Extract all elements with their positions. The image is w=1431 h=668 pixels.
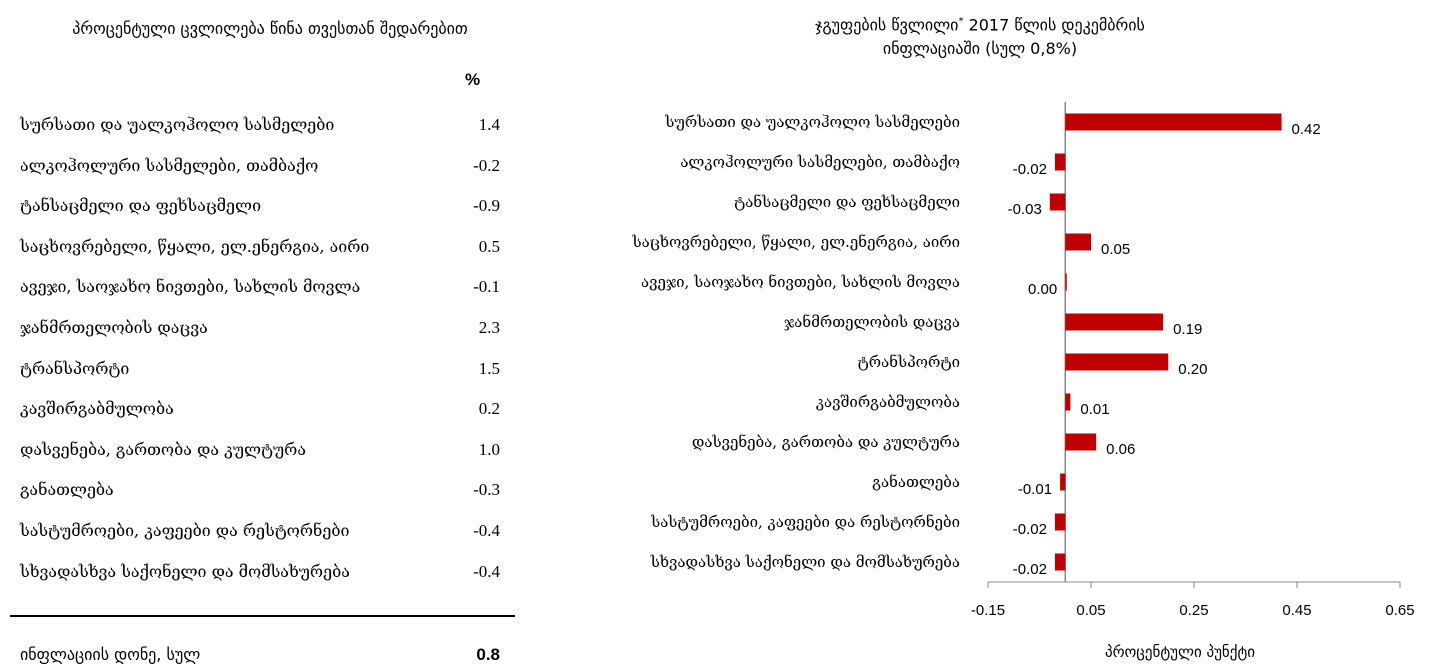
row-label: სასტუმროები, კაფეები და რესტორნები [20, 521, 350, 540]
bar [1065, 233, 1091, 251]
unit-label: % [465, 70, 481, 89]
x-tick-label: 0.25 [1179, 602, 1208, 619]
total-value: 0.8 [476, 645, 500, 664]
row-value: -0.9 [473, 196, 500, 216]
bar [1065, 353, 1169, 371]
row-label: დასვენება, გართობა და კულტურა [20, 439, 306, 459]
chart-title-line2: ინფლაციაში (სულ 0,8%) [882, 39, 1078, 59]
row-value: 0.5 [478, 236, 500, 256]
data-label: -0.02 [1013, 521, 1047, 538]
bar [1065, 273, 1067, 291]
data-label: -0.02 [1013, 161, 1047, 178]
row-label: ავეჯი, საოჯახო ნივთები, სახლის მოვლა [20, 277, 361, 297]
data-label: 0.05 [1101, 241, 1130, 258]
row-label: ალკოჰოლური სასმელები, თამბაქო [20, 155, 319, 175]
bar [1054, 153, 1066, 171]
bar [1065, 113, 1282, 131]
row-value: 1.4 [478, 115, 500, 134]
row-label: განათლება [20, 480, 114, 500]
row-value: -0.1 [473, 277, 500, 297]
category-label: საცხოვრებელი, წყალი, ელ.ენერგია, აირი [632, 233, 961, 251]
x-tick-label: 0.45 [1282, 602, 1311, 619]
data-label: 0.42 [1292, 121, 1321, 138]
row-label: ტანსაცმელი და ფეხსაცმელი [20, 196, 262, 216]
chart-title-mark: * [958, 16, 964, 27]
data-label: 0.19 [1173, 321, 1202, 338]
category-label: ავეჯი, საოჯახო ნივთები, სახლის მოვლა [641, 273, 960, 291]
bar [1065, 393, 1071, 411]
table-row: ტრანსპორტი 1.5 [20, 359, 500, 389]
data-label: -0.02 [1013, 561, 1047, 578]
row-label: ჯანმრთელობის დაცვა [20, 318, 208, 337]
table-row: ტანსაცმელი და ფეხსაცმელი -0.9 [20, 196, 500, 226]
bar [1065, 433, 1097, 451]
row-label: კავშირგაბმულობა [20, 399, 174, 419]
x-tick-label: 0.65 [1385, 602, 1414, 619]
category-label: ჯანმრთელობის დაცვა [784, 313, 960, 331]
table-row: დასვენება, გართობა და კულტურა 1.0 [20, 440, 500, 470]
table-row: სხვადასხვა საქონელი და მომსახურება -0.4 [20, 562, 500, 592]
bar [1049, 193, 1066, 211]
data-label: -0.03 [1008, 201, 1042, 218]
data-label: 0.00 [1028, 281, 1057, 298]
table-row: სურსათი და უალკოჰოლო სასმელები 1.4 [20, 115, 500, 145]
x-axis-label: პროცენტული პუნქტი [1104, 643, 1256, 661]
category-label: ალკოჰოლური სასმელები, თამბაქო [680, 153, 960, 171]
table-row: სასტუმროები, კაფეები და რესტორნები -0.4 [20, 521, 500, 551]
data-label: 0.01 [1080, 401, 1109, 418]
row-value: -0.2 [473, 155, 500, 175]
row-label: ტრანსპორტი [20, 358, 130, 378]
category-label: ტრანსპორტი [858, 353, 960, 371]
category-label: ტანსაცმელი და ფეხსაცმელი [734, 193, 960, 211]
x-tick-label: -0.15 [971, 602, 1005, 619]
row-value: -0.4 [473, 521, 500, 540]
row-value: 0.2 [478, 399, 500, 419]
data-label: -0.01 [1018, 481, 1052, 498]
x-tick-label: 0.05 [1076, 602, 1105, 619]
row-value: 1.5 [478, 358, 500, 378]
table-row: ჯანმრთელობის დაცვა 2.3 [20, 318, 500, 348]
row-value: 2.3 [478, 318, 500, 337]
bar [1054, 513, 1066, 531]
table-row: განათლება -0.3 [20, 480, 500, 510]
table-row: საცხოვრებელი, წყალი, ელ.ენერგია, აირი 0.5 [20, 237, 500, 267]
table-row: ავეჯი, საოჯახო ნივთები, სახლის მოვლა -0.1 [20, 277, 500, 307]
row-label: სურსათი და უალკოჰოლო სასმელები [20, 115, 335, 134]
table-divider [10, 615, 515, 617]
category-label: დასვენება, გართობა და კულტურა [692, 433, 960, 451]
left-table-title: პროცენტული ცვლილება წინა თვესთან შედარებ… [72, 19, 468, 38]
category-label: კავშირგაბმულობა [816, 393, 960, 411]
bar [1054, 553, 1066, 571]
chart-title-line1-rest: 2017 წლის დეკემბრის [963, 15, 1145, 35]
table-row: კავშირგაბმულობა 0.2 [20, 399, 500, 429]
chart-title: ჯგუფების წვლილი* 2017 წლის დეკემბრის ინფ… [640, 10, 1320, 61]
row-label: სხვადასხვა საქონელი და მომსახურება [20, 561, 350, 581]
category-label: სხვადასხვა საქონელი და მომსახურება [650, 553, 960, 571]
data-label: 0.06 [1106, 441, 1135, 458]
chart-title-line1: ჯგუფების წვლილი [815, 15, 959, 35]
row-value: -0.4 [473, 561, 500, 581]
bar [1065, 313, 1164, 331]
row-value: -0.3 [473, 480, 500, 500]
total-label: ინფლაციის დონე, სულ [20, 645, 201, 664]
data-label: 0.20 [1178, 361, 1207, 378]
row-label: საცხოვრებელი, წყალი, ელ.ენერგია, აირი [20, 236, 370, 256]
bar [1060, 473, 1066, 491]
table-row: ალკოჰოლური სასმელები, თამბაქო -0.2 [20, 156, 500, 186]
category-label: სურსათი და უალკოჰოლო სასმელები [664, 113, 960, 131]
row-value: 1.0 [478, 439, 500, 459]
category-label: სასტუმროები, კაფეები და რესტორნები [650, 513, 960, 531]
category-label: განათლება [872, 473, 960, 491]
